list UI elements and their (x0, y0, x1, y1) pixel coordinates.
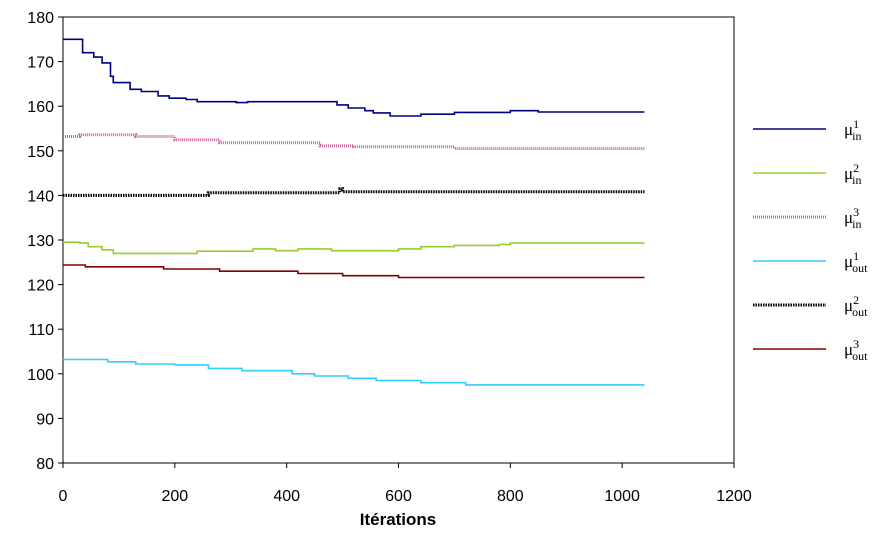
x-tick-label: 1200 (716, 488, 752, 505)
legend-label: μ3 in (844, 205, 861, 231)
y-tick-label: 100 (27, 367, 54, 384)
legend-item: μ3 out (753, 337, 868, 363)
y-tick-label: 90 (36, 411, 54, 428)
series-layer (63, 38, 645, 386)
axis-layer: 80 90 100 110 120 130 140 150 160 170 180 0 200 400 60… (27, 10, 752, 505)
y-tick-label: 80 (36, 456, 54, 473)
legend-item: μ1 in (753, 117, 861, 143)
plot-area (62, 16, 735, 464)
legend-label: μ3 out (844, 337, 868, 363)
x-tick-label: 400 (273, 488, 300, 505)
series-line-1 (63, 38, 645, 117)
y-tick-label: 110 (28, 322, 54, 339)
legend-label: μ2 in (844, 161, 861, 187)
y-tick-label: 130 (27, 233, 54, 250)
series-line-2 (63, 241, 645, 255)
y-tick-label: 160 (27, 99, 54, 116)
legend-item: μ3 in (753, 205, 861, 231)
x-tick-label: 800 (497, 488, 524, 505)
legend-label: μ1 out (844, 249, 868, 275)
y-tick-label: 140 (27, 188, 54, 205)
legend-item: μ2 out (753, 293, 868, 319)
legend-item: μ2 in (753, 161, 861, 187)
x-tick-label: 200 (161, 488, 188, 505)
legend: μ1 in μ2 in μ3 in μ1 out μ2 out μ3 out (753, 117, 868, 363)
y-tick-label: 120 (27, 278, 54, 295)
x-tick-label: 1000 (604, 488, 640, 505)
y-tick-label: 170 (27, 55, 54, 72)
series-line-5 (63, 187, 645, 197)
series-line-3 (63, 133, 645, 151)
x-tick-label: 0 (59, 488, 68, 505)
legend-item: μ1 out (753, 249, 868, 275)
legend-label: μ1 in (844, 117, 861, 143)
y-tick-label: 180 (27, 10, 54, 27)
x-tick-label: 600 (385, 488, 412, 505)
y-tick-label: 150 (27, 144, 54, 161)
series-line-6 (63, 264, 645, 279)
x-axis-title: Itérations (360, 510, 437, 529)
legend-label: μ2 out (844, 293, 868, 319)
series-line-4 (63, 358, 645, 386)
